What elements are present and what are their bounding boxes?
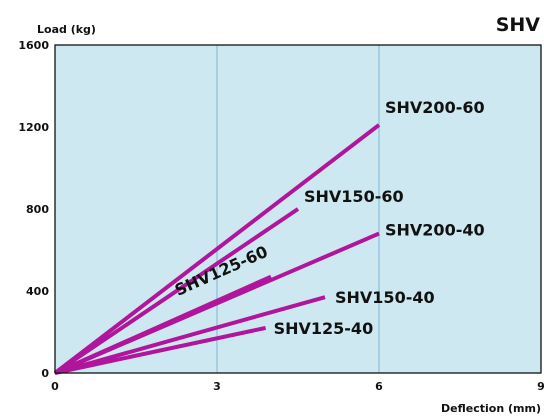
y-tick-label: 0 bbox=[41, 367, 49, 380]
y-tick-label: 800 bbox=[26, 203, 49, 216]
x-tick-label: 0 bbox=[51, 380, 59, 393]
product-badge: SHV bbox=[496, 14, 541, 36]
series-line-shv200-40 bbox=[54, 231, 380, 375]
x-tick-label: 3 bbox=[213, 380, 221, 393]
series-label-shv200-60: SHV200-60 bbox=[385, 98, 485, 117]
series-lines bbox=[53, 123, 381, 375]
grid-lines bbox=[216, 45, 380, 373]
series-line-shv125-40 bbox=[54, 325, 267, 375]
series-label-shv200-40: SHV200-40 bbox=[385, 221, 485, 240]
y-tick-label: 1200 bbox=[18, 121, 49, 134]
x-tick-label: 9 bbox=[537, 380, 544, 393]
series-line-shv200-60 bbox=[53, 123, 381, 375]
plot-frame bbox=[54, 44, 542, 374]
series-label-shv150-60: SHV150-60 bbox=[304, 187, 404, 206]
axis-ticks: 0 400 800 1200 1600 0 3 6 9 bbox=[18, 39, 544, 393]
y-tick-label: 400 bbox=[26, 285, 49, 298]
y-tick-label: 1600 bbox=[18, 39, 49, 52]
x-tick-label: 6 bbox=[375, 380, 383, 393]
series-label-shv150-40: SHV150-40 bbox=[335, 288, 435, 307]
series-label-shv125-40: SHV125-40 bbox=[274, 319, 374, 338]
series-line-shv150-60 bbox=[53, 207, 300, 375]
y-axis-title: Load (kg) bbox=[37, 23, 96, 36]
x-axis-title: Deflection (mm) bbox=[441, 402, 541, 415]
series-line-shv150-40 bbox=[54, 295, 326, 375]
